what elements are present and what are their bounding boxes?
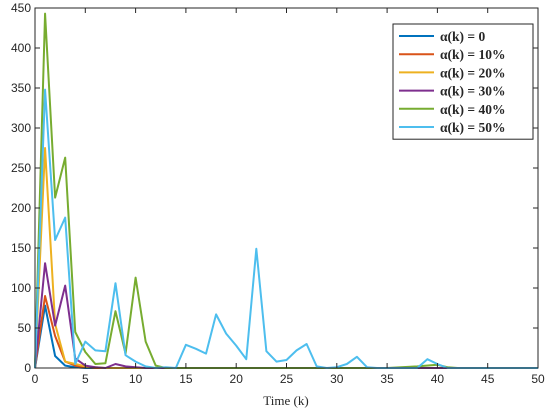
x-tick-label: 20 bbox=[230, 372, 244, 386]
series-line-6 bbox=[34, 88, 538, 369]
legend-label-6: α(k) = 50% bbox=[440, 120, 505, 135]
y-tick-label: 150 bbox=[11, 241, 31, 255]
x-tick-label: 45 bbox=[481, 372, 495, 386]
x-axis-label: Time (k) bbox=[263, 393, 308, 408]
x-tick-label: 15 bbox=[179, 372, 193, 386]
y-tick-label: 200 bbox=[11, 201, 31, 215]
x-tick-label: 10 bbox=[129, 372, 143, 386]
ticks: 0 5 10 15 20 25 30 35 40 45 50 0 50 100 150 200 250 300 35… bbox=[11, 1, 545, 386]
series-line-5 bbox=[34, 12, 538, 369]
x-tick-label: 5 bbox=[82, 372, 89, 386]
legend-label-3: α(k) = 20% bbox=[440, 65, 505, 80]
x-tick-label: 30 bbox=[330, 372, 344, 386]
y-tick-label: 50 bbox=[18, 321, 32, 335]
y-tick-label: 300 bbox=[11, 121, 31, 135]
y-tick-label: 450 bbox=[11, 1, 31, 15]
x-tick-label: 50 bbox=[531, 372, 545, 386]
x-tick-label: 0 bbox=[32, 372, 39, 386]
legend-label-4: α(k) = 30% bbox=[440, 84, 505, 99]
series-lines bbox=[34, 12, 538, 369]
legend-label-2: α(k) = 10% bbox=[440, 47, 505, 62]
legend-label-1: α(k) = 0 bbox=[440, 29, 485, 44]
y-tick-label: 100 bbox=[11, 281, 31, 295]
y-tick-label: 400 bbox=[11, 41, 31, 55]
x-tick-label: 40 bbox=[431, 372, 445, 386]
legend-label-5: α(k) = 40% bbox=[440, 102, 505, 117]
y-tick-label: 0 bbox=[24, 361, 31, 375]
y-tick-label: 350 bbox=[11, 81, 31, 95]
legend-box bbox=[392, 23, 534, 140]
x-tick-label: 35 bbox=[380, 372, 394, 386]
y-tick-label: 250 bbox=[11, 161, 31, 175]
x-tick-label: 25 bbox=[280, 372, 294, 386]
legend: α(k) = 0 α(k) = 10% α(k) = 20% α(k) = 30% α(… bbox=[392, 23, 534, 140]
